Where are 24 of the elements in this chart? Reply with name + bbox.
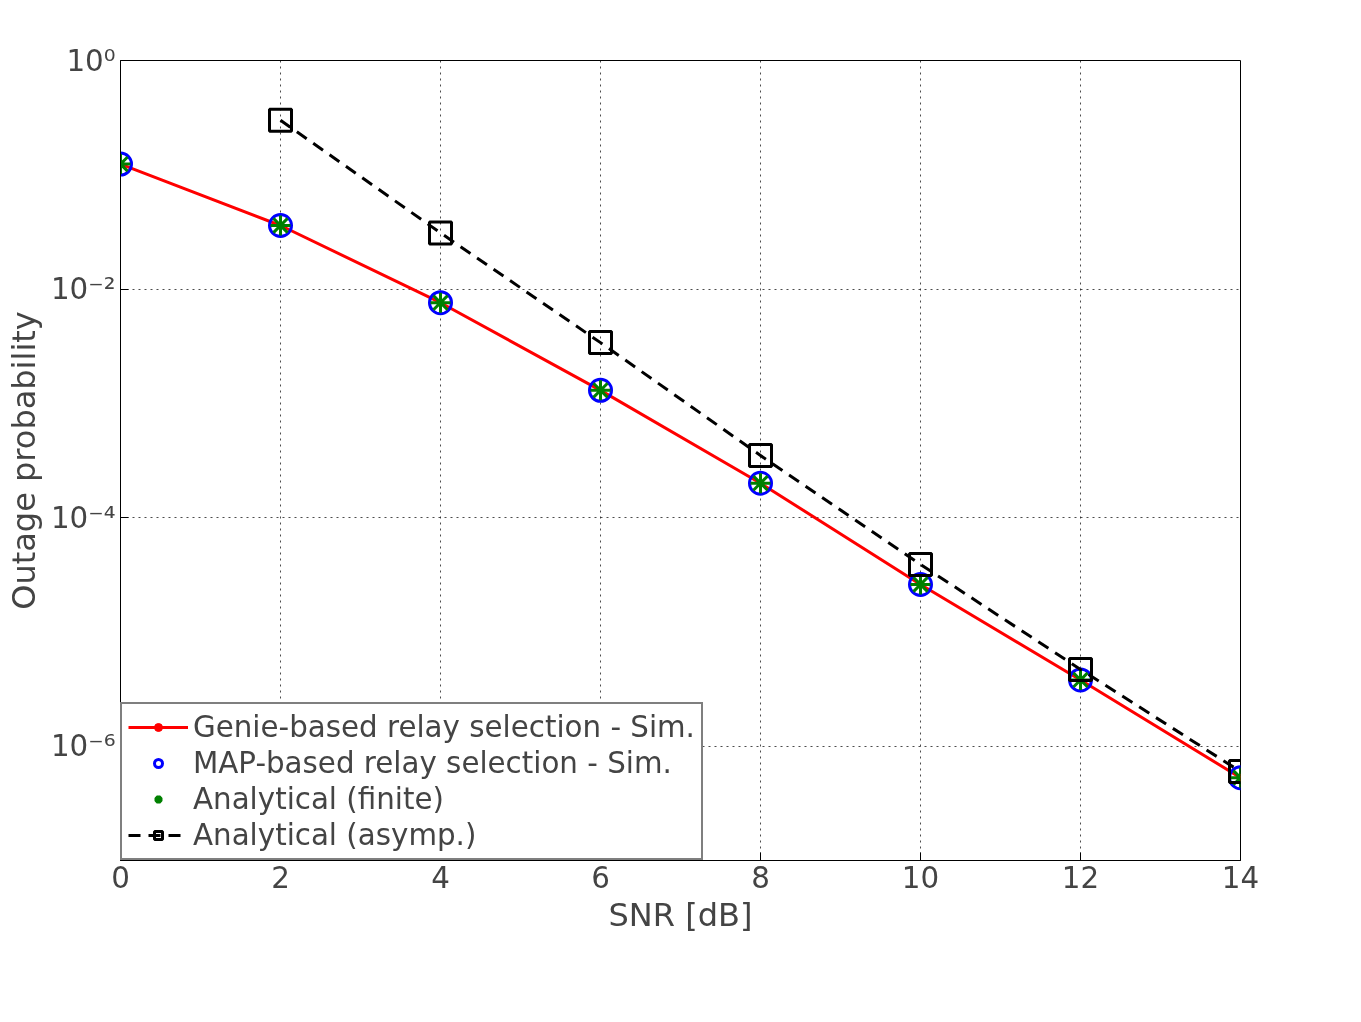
legend-label: MAP-based relay selection - Sim. [193,746,672,780]
x-tick-label: 2 [271,860,290,895]
x-tick-label: 14 [1221,860,1260,895]
point [748,442,773,468]
y-tick-label: 10⁻² [50,272,116,307]
x-tick-label: 8 [751,860,770,895]
x-tick-label: 6 [591,860,610,895]
legend-label: Analytical (finite) [193,782,444,816]
legend-label: Genie-based relay selection - Sim. [193,710,695,744]
y-tick-label: 10⁻⁴ [50,500,116,535]
point [268,107,293,133]
point [908,551,933,577]
x-tick-label: 12 [1061,860,1100,895]
y-axis-title: Outage probability [4,311,43,610]
x-tick-label: 4 [431,860,450,895]
legend-label: Analytical (asymp.) [193,818,477,852]
y-tick-label: 10⁰ [66,43,116,78]
point [1068,656,1093,682]
y-tick-label: 10⁻⁶ [50,729,116,764]
x-axis-title: SNR [dB] [608,895,753,934]
point [428,220,453,246]
x-tick-label: 0 [111,860,130,895]
x-tick-label: 10 [901,860,940,895]
point [588,330,613,356]
